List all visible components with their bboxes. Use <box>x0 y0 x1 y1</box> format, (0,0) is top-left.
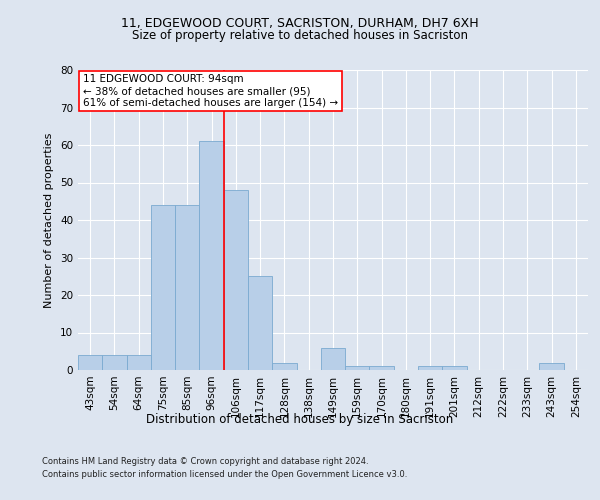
Text: Contains HM Land Registry data © Crown copyright and database right 2024.: Contains HM Land Registry data © Crown c… <box>42 458 368 466</box>
Bar <box>199 141 224 370</box>
Bar <box>321 348 345 370</box>
Bar <box>539 362 564 370</box>
Bar <box>418 366 442 370</box>
Bar <box>248 276 272 370</box>
Y-axis label: Number of detached properties: Number of detached properties <box>44 132 55 308</box>
Bar <box>175 205 199 370</box>
Bar <box>370 366 394 370</box>
Bar <box>78 355 102 370</box>
Bar <box>151 205 175 370</box>
Bar <box>442 366 467 370</box>
Bar <box>224 190 248 370</box>
Bar <box>102 355 127 370</box>
Bar <box>127 355 151 370</box>
Text: Contains public sector information licensed under the Open Government Licence v3: Contains public sector information licen… <box>42 470 407 479</box>
Bar <box>345 366 370 370</box>
Text: Distribution of detached houses by size in Sacriston: Distribution of detached houses by size … <box>146 412 454 426</box>
Text: Size of property relative to detached houses in Sacriston: Size of property relative to detached ho… <box>132 29 468 42</box>
Bar <box>272 362 296 370</box>
Text: 11 EDGEWOOD COURT: 94sqm
← 38% of detached houses are smaller (95)
61% of semi-d: 11 EDGEWOOD COURT: 94sqm ← 38% of detach… <box>83 74 338 108</box>
Text: 11, EDGEWOOD COURT, SACRISTON, DURHAM, DH7 6XH: 11, EDGEWOOD COURT, SACRISTON, DURHAM, D… <box>121 18 479 30</box>
